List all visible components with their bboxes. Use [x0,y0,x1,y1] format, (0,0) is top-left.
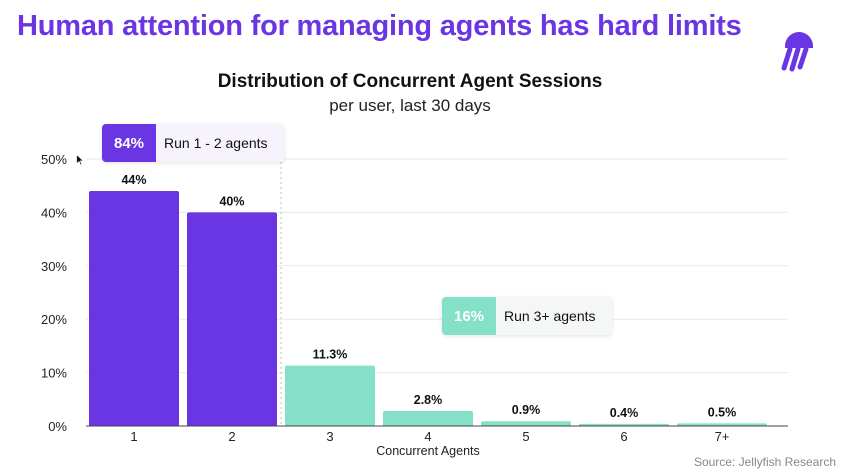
bar-1 [89,191,179,426]
data-label: 44% [121,173,146,187]
x-tick-label: 4 [424,429,431,444]
bar-5 [481,421,571,426]
chart-title: Distribution of Concurrent Agent Session… [217,71,603,92]
y-tick-label: 10% [41,366,67,381]
callout-text: Run 1 - 2 agents [164,135,268,151]
callout-percent: 84% [102,124,157,162]
x-tick-label: 5 [522,429,529,444]
bar-3 [285,365,375,426]
y-tick-label: 50% [41,152,67,167]
y-tick-label: 40% [41,205,67,220]
data-label: 11.3% [313,348,348,362]
y-tick-label: 30% [41,259,67,274]
callout-run-3-plus-agents: 16% Run 3+ agents [442,297,612,335]
bar-6 [579,423,669,426]
jellyfish-logo-icon [781,32,813,72]
x-tick-label: 2 [228,429,235,444]
callout-percent: 16% [442,297,497,335]
callout-run-1-2-agents: 84% Run 1 - 2 agents [102,124,284,162]
bar-4 [383,411,473,426]
data-label: 0.4% [610,406,639,420]
x-tick-label: 1 [130,429,137,444]
y-tick-label: 20% [41,312,67,327]
x-axis-label: Concurrent Agents [376,444,480,458]
data-label: 40% [219,194,244,208]
headline: Human attention for managing agents has … [17,10,742,42]
bar-7+ [677,423,767,426]
bar-2 [187,212,277,426]
source-note: Source: Jellyfish Research [693,455,836,469]
x-tick-label: 6 [620,429,627,444]
y-tick-label: 0% [48,419,67,434]
chart-subtitle: per user, last 30 days [329,96,491,115]
x-tick-label: 3 [326,429,333,444]
data-label: 0.5% [708,405,737,419]
x-tick-label: 7+ [715,429,730,444]
mouse-cursor-icon [76,154,84,166]
data-label: 0.9% [512,403,541,417]
callout-text: Run 3+ agents [504,308,596,324]
data-label: 2.8% [414,393,443,407]
